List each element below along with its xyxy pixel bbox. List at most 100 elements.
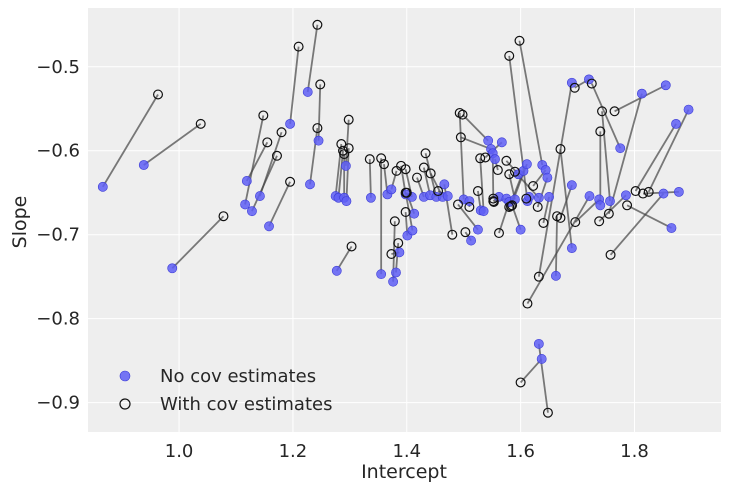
no-cov-point xyxy=(167,263,178,274)
with-cov-point xyxy=(522,298,533,309)
with-cov-point xyxy=(488,193,499,204)
connector-line xyxy=(306,24,319,93)
no-cov-point xyxy=(391,267,401,278)
with-cov-point xyxy=(570,217,581,228)
with-cov-point xyxy=(569,82,580,93)
legend: No cov estimates With cov estimates xyxy=(119,366,332,415)
connector-line xyxy=(614,84,667,113)
with-cov-point xyxy=(521,193,532,204)
y-tick-label: −0.8 xyxy=(36,309,80,330)
with-cov-point xyxy=(538,217,549,228)
connector-line xyxy=(289,46,300,124)
connector-line xyxy=(171,215,225,269)
connector-line xyxy=(458,112,465,200)
with-cov-point xyxy=(420,148,431,159)
no-cov-point xyxy=(621,190,631,201)
with-cov-point xyxy=(532,201,543,212)
connector-line xyxy=(626,204,672,229)
with-cov-point xyxy=(285,176,296,187)
connector-line xyxy=(555,216,558,276)
with-cov-point xyxy=(312,123,323,134)
no-cov-point xyxy=(407,225,418,236)
connector-line xyxy=(317,84,322,141)
no-cov-point xyxy=(683,104,694,115)
with-cov-point xyxy=(475,153,486,164)
no-cov-point xyxy=(660,80,671,91)
connector-line xyxy=(461,113,489,142)
connector-line xyxy=(102,94,159,188)
connector-line xyxy=(479,158,485,212)
y-axis-ticks: −0.5 −0.6 −0.7 −0.8 −0.9 xyxy=(36,57,80,414)
connector-line xyxy=(559,184,573,219)
with-cov-point xyxy=(638,188,649,199)
with-cov-point xyxy=(312,19,323,30)
with-cov-point xyxy=(504,169,515,180)
no-cov-point xyxy=(466,235,477,246)
no-cov-point xyxy=(473,224,483,235)
with-cov-point xyxy=(605,249,616,260)
x-axis-ticks: 1.0 1.2 1.4 1.6 1.8 xyxy=(165,441,649,462)
connector-line xyxy=(244,115,265,205)
no-cov-point xyxy=(483,135,494,146)
no-cov-point xyxy=(551,270,561,281)
y-tick-label: −0.5 xyxy=(36,57,80,78)
with-cov-point xyxy=(455,132,466,143)
connector-line xyxy=(268,181,291,227)
connector-line xyxy=(143,123,202,166)
no-cov-point xyxy=(515,224,526,235)
no-cov-point xyxy=(439,179,450,190)
with-cov-point xyxy=(153,89,164,100)
no-cov-point xyxy=(241,176,252,186)
no-cov-point xyxy=(521,159,532,170)
x-tick-label: 1.2 xyxy=(279,441,308,462)
with-cov-point xyxy=(271,150,282,161)
y-tick-label: −0.7 xyxy=(36,225,80,246)
with-cov-point xyxy=(493,228,504,239)
no-cov-point xyxy=(542,172,553,183)
with-cov-point xyxy=(555,144,566,155)
no-cov-point xyxy=(305,179,315,190)
x-axis-label: Intercept xyxy=(361,461,447,483)
with-cov-point xyxy=(376,153,387,164)
no-cov-point xyxy=(595,200,606,211)
with-cov-point xyxy=(609,106,620,117)
with-cov-point xyxy=(346,241,357,252)
no-cov-point xyxy=(442,191,453,201)
connector-line xyxy=(460,136,492,150)
with-cov-point xyxy=(433,186,444,197)
no-cov-point xyxy=(566,243,577,254)
with-cov-point xyxy=(542,407,553,418)
no-cov-point xyxy=(285,118,295,129)
with-cov-point xyxy=(400,207,411,218)
with-cov-point xyxy=(480,152,491,163)
no-cov-point xyxy=(658,188,669,199)
no-cov-point xyxy=(566,77,577,88)
connector-line xyxy=(246,141,269,182)
no-cov-point xyxy=(544,192,554,202)
x-tick-label: 1.8 xyxy=(620,441,649,462)
with-cov-point xyxy=(379,159,390,170)
connector-line xyxy=(607,93,643,214)
connector-line xyxy=(508,55,529,202)
with-cov-point xyxy=(393,238,404,249)
with-cov-point xyxy=(501,155,512,166)
no-cov-point xyxy=(331,265,342,276)
with-cov-point xyxy=(505,201,516,212)
with-cov-point xyxy=(586,78,597,89)
no-cov-point xyxy=(533,192,544,203)
no-cov-point xyxy=(302,87,313,97)
no-cov-point xyxy=(671,118,681,129)
with-cov-point xyxy=(492,165,503,176)
with-cov-point xyxy=(630,186,641,197)
legend-label-with-cov: With cov estimates xyxy=(160,394,332,415)
connector-line xyxy=(590,83,622,149)
legend-marker-no-cov xyxy=(119,370,131,382)
x-tick-label: 1.4 xyxy=(392,441,421,462)
no-cov-point xyxy=(264,221,274,232)
y-axis-label: Slope xyxy=(9,196,31,249)
no-cov-point xyxy=(636,88,647,99)
no-cov-point xyxy=(240,199,251,210)
no-cov-point xyxy=(496,137,507,148)
no-cov-point xyxy=(97,181,108,192)
no-cov-point xyxy=(313,135,324,146)
